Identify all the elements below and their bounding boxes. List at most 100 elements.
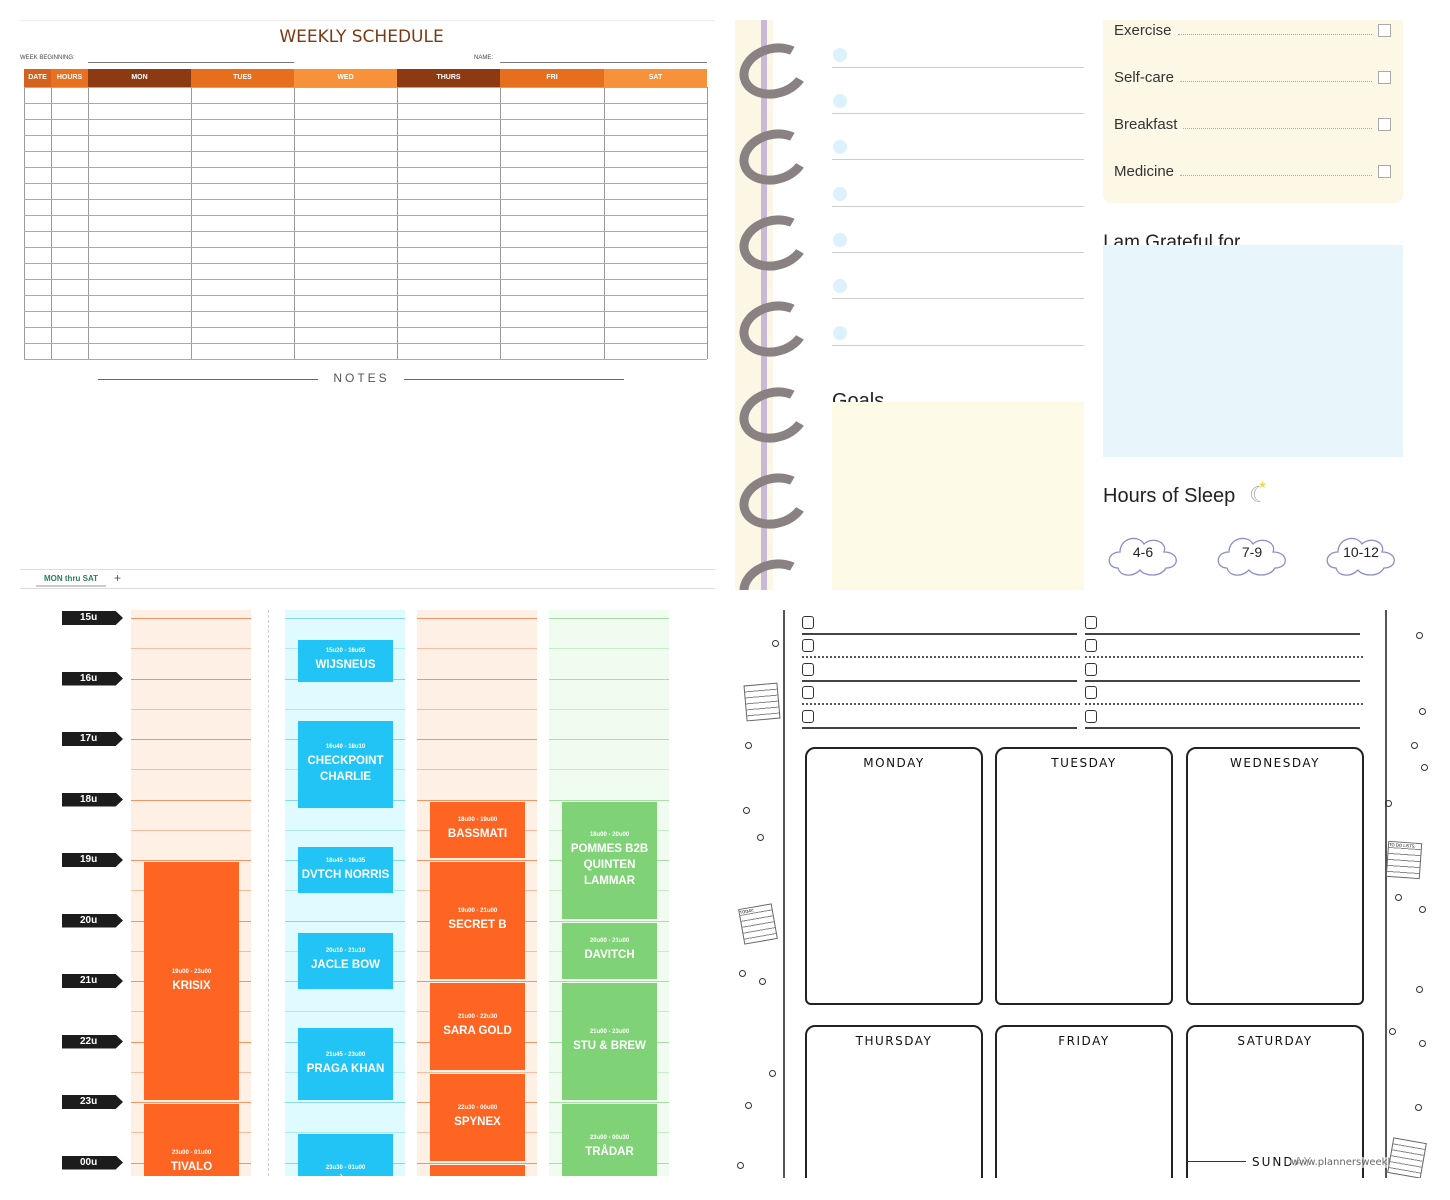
grid-cell[interactable] <box>89 344 191 359</box>
grid-cell[interactable] <box>52 344 88 359</box>
grid-cell[interactable] <box>25 232 51 247</box>
bullet-line[interactable] <box>832 206 1084 207</box>
grid-cell[interactable] <box>52 168 88 183</box>
sleep-option-cloud[interactable]: 4-6 <box>1104 528 1182 578</box>
grid-cell[interactable] <box>398 120 500 135</box>
grid-cell[interactable] <box>25 120 51 135</box>
grid-cell[interactable] <box>295 200 397 215</box>
grid-cell[interactable] <box>605 312 707 327</box>
grid-cell[interactable] <box>25 344 51 359</box>
grid-cell[interactable] <box>398 200 500 215</box>
bullet-line[interactable] <box>832 298 1084 299</box>
grid-cell[interactable] <box>501 312 604 327</box>
grid-cell[interactable] <box>501 184 604 199</box>
todo-dotted-line[interactable] <box>802 656 1080 658</box>
grid-cell[interactable] <box>52 104 88 119</box>
grid-cell[interactable] <box>295 184 397 199</box>
grid-cell[interactable] <box>605 216 707 231</box>
bullet-line[interactable] <box>832 113 1084 114</box>
grid-cell[interactable] <box>398 184 500 199</box>
todo-checkbox[interactable] <box>1085 616 1097 629</box>
todo-line[interactable] <box>802 727 1077 729</box>
grid-cell[interactable] <box>501 264 604 279</box>
bullet-line[interactable] <box>832 67 1084 68</box>
grid-cell[interactable] <box>398 152 500 167</box>
sleep-option-cloud[interactable]: 10-12 <box>1322 528 1400 578</box>
grid-cell[interactable] <box>605 152 707 167</box>
grateful-box[interactable] <box>1103 245 1403 457</box>
todo-checkbox[interactable] <box>1085 686 1097 699</box>
grid-cell[interactable] <box>89 104 191 119</box>
act-block[interactable]: 20u00 - 21u00 DAVITCH <box>562 922 657 979</box>
todo-line[interactable] <box>1085 633 1360 635</box>
act-block[interactable]: 20u10 - 21u10 JACLE BOW <box>298 932 393 990</box>
grid-cell[interactable] <box>25 104 51 119</box>
act-block[interactable]: 15u20 - 16u05 WIJSNEUS <box>298 640 393 682</box>
grid-cell[interactable] <box>89 120 191 135</box>
grid-cell[interactable] <box>25 264 51 279</box>
grid-cell[interactable] <box>89 232 191 247</box>
todo-checkbox[interactable] <box>1085 710 1097 723</box>
act-block[interactable]: 21u00 - 22u30 SARA GOLD <box>430 983 525 1070</box>
grid-cell[interactable] <box>501 280 604 295</box>
grid-cell[interactable] <box>605 168 707 183</box>
grid-cell[interactable] <box>89 328 191 343</box>
grid-cell[interactable] <box>25 184 51 199</box>
checkbox[interactable] <box>1378 118 1391 131</box>
grid-cell[interactable] <box>501 328 604 343</box>
grid-cell[interactable] <box>25 168 51 183</box>
act-block[interactable]: 19u00 - 21u00 SECRET B <box>430 862 525 979</box>
grid-cell[interactable] <box>398 280 500 295</box>
grid-cell[interactable] <box>605 232 707 247</box>
grid-cell[interactable] <box>89 296 191 311</box>
grid-cell[interactable] <box>398 296 500 311</box>
act-block[interactable]: 18u00 - 19u00 BASSMATI <box>430 801 525 858</box>
grid-cell[interactable] <box>295 280 397 295</box>
checkbox[interactable] <box>1378 24 1391 37</box>
grid-cell[interactable] <box>398 328 500 343</box>
todo-dotted-line[interactable] <box>1085 656 1363 658</box>
act-block[interactable]: 19u00 - 23u00 KRISIX <box>144 862 239 1100</box>
day-box-friday[interactable]: FRIDAY <box>995 1025 1173 1178</box>
grid-cell[interactable] <box>192 168 294 183</box>
grid-cell[interactable] <box>501 216 604 231</box>
act-block[interactable]: 23u30 - 01u00 FRÈRES <box>298 1134 393 1176</box>
grid-cell[interactable] <box>25 312 51 327</box>
todo-dotted-line[interactable] <box>802 703 1080 705</box>
grid-cell[interactable] <box>295 168 397 183</box>
grid-cell[interactable] <box>25 136 51 151</box>
grid-cell[interactable] <box>398 344 500 359</box>
grid-cell[interactable] <box>25 88 51 103</box>
grid-cell[interactable] <box>501 120 604 135</box>
day-box-monday[interactable]: MONDAY <box>805 747 983 1005</box>
grid-cell[interactable] <box>605 104 707 119</box>
grid-cell[interactable] <box>89 152 191 167</box>
grid-cell[interactable] <box>25 296 51 311</box>
grid-cell[interactable] <box>295 104 397 119</box>
grid-cell[interactable] <box>605 88 707 103</box>
grid-cell[interactable] <box>52 184 88 199</box>
grid-cell[interactable] <box>605 200 707 215</box>
grid-cell[interactable] <box>295 344 397 359</box>
grid-cell[interactable] <box>398 232 500 247</box>
bullet-line[interactable] <box>832 159 1084 160</box>
grid-cell[interactable] <box>52 136 88 151</box>
todo-line[interactable] <box>1085 727 1360 729</box>
act-block[interactable] <box>430 1164 525 1176</box>
grid-cell[interactable] <box>192 88 294 103</box>
todo-line[interactable] <box>1085 680 1360 682</box>
grid-cell[interactable] <box>89 136 191 151</box>
todo-checkbox[interactable] <box>1085 663 1097 676</box>
grid-cell[interactable] <box>52 232 88 247</box>
act-block[interactable]: 23u00 - 00u30 TRÅDAR <box>562 1104 657 1176</box>
act-block[interactable]: 18u00 - 20u00 POMMES B2B QUINTEN LAMMAR <box>562 801 657 919</box>
grid-cell[interactable] <box>501 232 604 247</box>
checkbox[interactable] <box>1378 71 1391 84</box>
grid-cell[interactable] <box>192 264 294 279</box>
grid-cell[interactable] <box>501 296 604 311</box>
day-box-thursday[interactable]: THURSDAY <box>805 1025 983 1178</box>
grid-cell[interactable] <box>89 280 191 295</box>
grid-cell[interactable] <box>192 280 294 295</box>
grid-cell[interactable] <box>501 344 604 359</box>
act-block[interactable]: 21u00 - 23u00 STU & BREW <box>562 983 657 1100</box>
